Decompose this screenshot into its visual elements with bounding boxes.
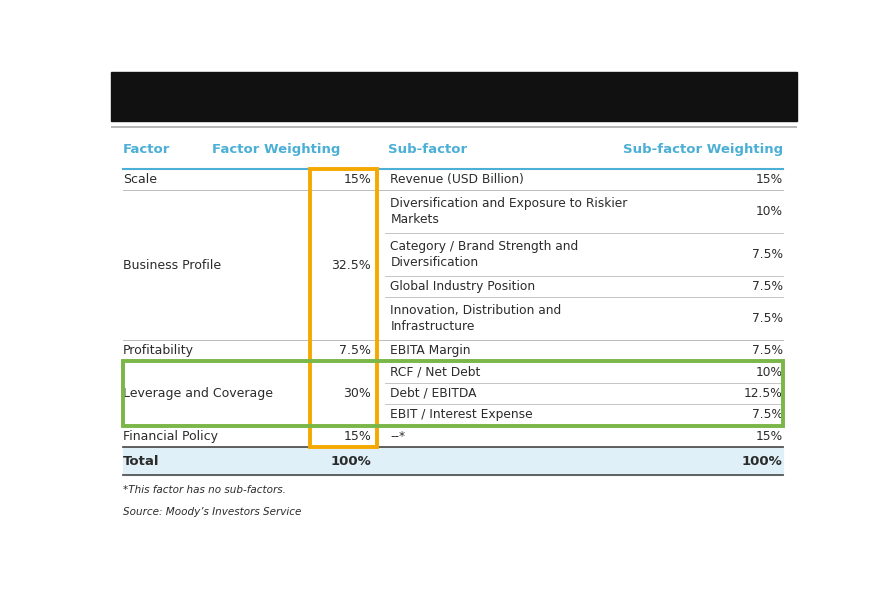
Text: Sub-factor: Sub-factor <box>389 144 467 157</box>
Text: 7.5%: 7.5% <box>751 344 783 357</box>
Bar <box>111 72 796 121</box>
Text: Leverage and Coverage: Leverage and Coverage <box>123 387 273 400</box>
Text: Revenue (USD Billion): Revenue (USD Billion) <box>390 173 524 186</box>
Text: Financial Policy: Financial Policy <box>123 430 218 443</box>
Bar <box>123 447 782 476</box>
Text: 32.5%: 32.5% <box>332 259 372 272</box>
Text: 15%: 15% <box>756 430 783 443</box>
Text: Factor: Factor <box>123 144 170 157</box>
Text: 7.5%: 7.5% <box>751 408 783 421</box>
Text: 12.5%: 12.5% <box>744 387 783 400</box>
Text: 7.5%: 7.5% <box>751 280 783 293</box>
Text: Global Industry Position: Global Industry Position <box>390 280 535 293</box>
Text: 15%: 15% <box>343 430 372 443</box>
Text: 100%: 100% <box>330 455 372 468</box>
Text: Diversification and Exposure to Riskier
Markets: Diversification and Exposure to Riskier … <box>390 197 627 226</box>
Text: 7.5%: 7.5% <box>339 344 372 357</box>
Text: 7.5%: 7.5% <box>751 248 783 261</box>
Text: --*: --* <box>390 430 405 443</box>
Text: Profitability: Profitability <box>123 344 194 357</box>
Text: 30%: 30% <box>343 387 372 400</box>
Text: 7.5%: 7.5% <box>751 312 783 325</box>
Text: Sub-factor Weighting: Sub-factor Weighting <box>623 144 783 157</box>
Text: RCF / Net Debt: RCF / Net Debt <box>390 365 481 378</box>
Text: Business Profile: Business Profile <box>123 259 221 272</box>
Text: 100%: 100% <box>742 455 783 468</box>
Text: 10%: 10% <box>756 365 783 378</box>
Text: Source: Moody’s Investors Service: Source: Moody’s Investors Service <box>123 508 302 517</box>
Text: Innovation, Distribution and
Infrastructure: Innovation, Distribution and Infrastruct… <box>390 304 562 333</box>
Text: Scale: Scale <box>123 173 157 186</box>
Text: *This factor has no sub-factors.: *This factor has no sub-factors. <box>123 486 286 495</box>
Text: Debt / EBITDA: Debt / EBITDA <box>390 387 477 400</box>
Text: Total: Total <box>123 455 159 468</box>
Text: 15%: 15% <box>343 173 372 186</box>
Text: EBITA Margin: EBITA Margin <box>390 344 471 357</box>
Text: Category / Brand Strength and
Diversification: Category / Brand Strength and Diversific… <box>390 240 579 269</box>
Text: 10%: 10% <box>756 205 783 218</box>
Text: Factor Weighting: Factor Weighting <box>212 144 341 157</box>
Text: 15%: 15% <box>756 173 783 186</box>
Text: EBIT / Interest Expense: EBIT / Interest Expense <box>390 408 533 421</box>
